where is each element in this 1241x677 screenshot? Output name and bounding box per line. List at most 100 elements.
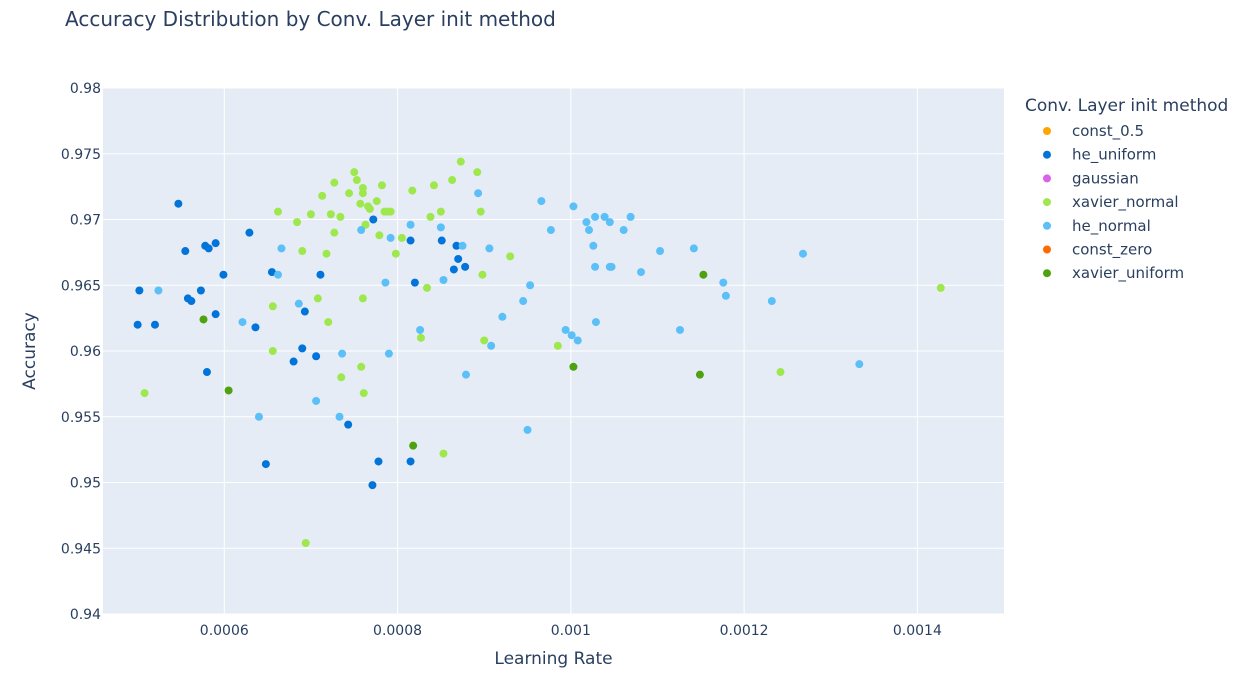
data-point-he-normal <box>335 412 344 421</box>
y-axis-title: Accuracy <box>20 312 40 390</box>
data-point-he-normal <box>626 212 635 221</box>
y-tick-label: 0.945 <box>61 541 101 557</box>
y-tick-label: 0.96 <box>70 344 101 360</box>
data-point-he-normal <box>656 247 665 256</box>
data-point-xavier-uniform <box>409 441 418 450</box>
data-point-he-uniform <box>344 420 353 429</box>
data-point-xavier-normal <box>375 231 384 240</box>
data-point-xavier-normal <box>473 168 482 177</box>
legend-item-he-uniform[interactable]: he_uniform <box>1043 146 1156 165</box>
data-point-he-normal <box>607 262 616 271</box>
data-point-he-normal <box>591 262 600 271</box>
data-point-xavier-normal <box>377 181 386 190</box>
data-point-xavier-normal <box>352 176 361 185</box>
data-point-he-uniform <box>135 286 144 295</box>
legend-marker <box>1043 174 1051 183</box>
data-point-xavier-normal <box>439 449 448 458</box>
legend-item-xavier-uniform[interactable]: xavier_uniform <box>1043 264 1184 283</box>
legend-item-xavier-normal[interactable]: xavier_normal <box>1043 193 1179 212</box>
data-point-he-normal <box>485 244 494 253</box>
data-point-he-uniform <box>312 352 321 361</box>
data-point-he-normal <box>799 249 808 258</box>
data-point-xavier-normal <box>423 283 432 292</box>
data-point-he-normal <box>519 297 528 306</box>
data-point-he-normal <box>855 360 864 369</box>
data-point-xavier-normal <box>336 212 345 221</box>
data-point-he-uniform <box>369 215 378 224</box>
data-point-xavier-normal <box>356 199 365 208</box>
data-point-xavier-normal <box>365 204 374 213</box>
data-point-he-normal <box>436 223 445 232</box>
data-point-he-uniform <box>374 457 383 466</box>
legend-marker <box>1043 127 1051 135</box>
data-point-xavier-normal <box>301 538 310 547</box>
x-tick-label: 0.001 <box>551 623 591 639</box>
data-point-he-uniform <box>211 239 220 248</box>
legend-item-const-0-5[interactable]: const_0.5 <box>1043 122 1144 141</box>
data-point-he-normal <box>416 325 425 334</box>
legend-label: he_normal <box>1072 217 1151 236</box>
legend-item-gaussian[interactable]: gaussian <box>1043 169 1139 187</box>
data-point-he-uniform <box>251 323 260 332</box>
data-point-he-normal <box>523 425 532 434</box>
data-point-xavier-normal <box>359 389 368 398</box>
data-point-he-normal <box>573 336 582 345</box>
data-point-he-normal <box>294 299 303 308</box>
data-point-he-normal <box>619 226 628 235</box>
data-point-xavier-normal <box>357 362 366 371</box>
data-point-he-normal <box>338 349 347 358</box>
data-point-he-uniform <box>406 457 415 466</box>
data-point-xavier-normal <box>358 183 367 192</box>
data-point-he-normal <box>277 244 286 253</box>
data-point-xavier-uniform <box>224 386 233 395</box>
data-point-he-uniform <box>298 344 307 353</box>
data-point-xavier-normal <box>391 249 400 258</box>
data-point-xavier-normal <box>306 210 315 219</box>
data-point-he-uniform <box>174 199 183 208</box>
data-point-he-uniform <box>437 236 446 245</box>
data-point-xavier-normal <box>372 197 381 206</box>
data-point-xavier-normal <box>358 294 367 303</box>
data-point-he-normal <box>406 220 415 229</box>
data-point-xavier-normal <box>416 333 425 342</box>
y-tick-label: 0.965 <box>61 278 101 294</box>
data-point-xavier-uniform <box>699 270 708 279</box>
x-tick-label: 0.0014 <box>893 623 942 639</box>
data-point-he-uniform <box>181 247 190 256</box>
data-point-he-uniform <box>410 278 419 287</box>
data-point-xavier-normal <box>140 389 149 398</box>
data-point-he-normal <box>721 291 730 300</box>
data-point-xavier-normal <box>337 373 346 382</box>
data-point-xavier-normal <box>448 176 457 185</box>
data-point-xavier-normal <box>429 181 438 190</box>
data-point-xavier-normal <box>478 270 487 279</box>
data-point-he-uniform <box>150 320 159 329</box>
data-point-he-normal <box>546 226 555 235</box>
data-point-xavier-normal <box>436 207 445 216</box>
legend-label: const_zero <box>1072 241 1152 260</box>
y-tick-label: 0.98 <box>70 81 101 97</box>
data-point-he-normal <box>384 349 393 358</box>
data-point-he-normal <box>461 370 470 379</box>
data-point-he-normal <box>561 325 570 334</box>
data-point-xavier-normal <box>326 210 335 219</box>
legend-label: xavier_uniform <box>1072 264 1184 283</box>
data-point-he-uniform <box>219 270 228 279</box>
data-point-xavier-normal <box>456 157 465 166</box>
data-point-he-uniform <box>406 236 415 245</box>
data-point-xavier-normal <box>553 341 562 350</box>
data-point-he-normal <box>767 297 776 306</box>
data-point-he-uniform <box>267 268 276 277</box>
axis-ticks: 0.0006 0.0008 0.001 0.0012 0.0014 0.94 0.945 0.… <box>61 81 942 639</box>
legend[interactable]: Conv. Layer init method const_0.5 he_unif… <box>1025 96 1228 283</box>
legend-item-he-normal[interactable]: he_normal <box>1043 217 1151 236</box>
data-point-he-uniform <box>461 262 470 271</box>
data-point-xavier-normal <box>386 207 395 216</box>
data-point-he-normal <box>498 312 507 321</box>
data-point-he-normal <box>585 226 594 235</box>
data-point-he-normal <box>589 241 598 250</box>
data-point-xavier-normal <box>345 189 354 198</box>
legend-item-const-zero[interactable]: const_zero <box>1043 241 1152 260</box>
data-point-he-normal <box>487 341 496 350</box>
